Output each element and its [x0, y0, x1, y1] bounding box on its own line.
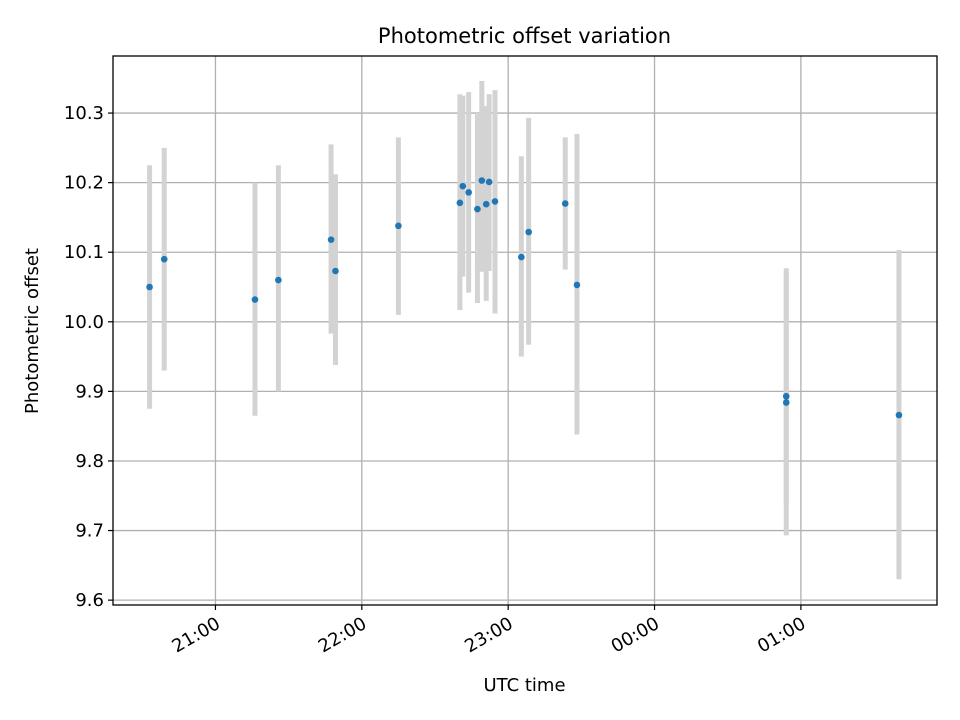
y-tick-label: 10.0 — [64, 312, 104, 333]
data-point — [518, 253, 525, 261]
data-point — [482, 200, 490, 208]
data-point — [251, 296, 259, 303]
y-axis-title: Photometric offset — [22, 248, 43, 414]
y-tick-label: 10.2 — [64, 173, 104, 194]
grid-lines — [113, 56, 937, 605]
plot-frame — [112, 55, 938, 606]
y-tick-label: 10.1 — [64, 242, 104, 263]
data-point — [459, 182, 467, 190]
data-point — [485, 178, 493, 186]
y-tick-label: 9.6 — [75, 590, 104, 611]
data-point — [782, 399, 790, 406]
data-point — [491, 198, 499, 205]
data-point — [561, 200, 569, 207]
y-tick-label: 9.8 — [75, 451, 104, 472]
data-point — [895, 411, 903, 419]
data-point — [160, 255, 168, 263]
data-point — [478, 177, 486, 184]
data-point — [573, 281, 581, 289]
y-axis-ticks: 9.6 9.7 9.8 9.9 10.0 10.1 10.2 10.3 — [64, 103, 113, 611]
y-tick-label: 9.7 — [75, 521, 104, 542]
data-point — [327, 236, 335, 243]
data-point — [465, 189, 472, 196]
data-point — [395, 222, 402, 230]
data-points — [146, 177, 903, 419]
data-point — [474, 205, 481, 213]
y-tick-label: 10.3 — [64, 103, 104, 124]
data-point — [332, 267, 339, 275]
data-point — [275, 276, 282, 284]
data-point — [146, 283, 153, 291]
data-point — [456, 199, 464, 207]
chart-title: Photometric offset variation — [378, 24, 671, 48]
data-point — [525, 228, 532, 236]
data-point — [782, 392, 790, 400]
x-axis-title: UTC time — [483, 675, 565, 696]
y-tick-label: 9.9 — [75, 381, 104, 402]
